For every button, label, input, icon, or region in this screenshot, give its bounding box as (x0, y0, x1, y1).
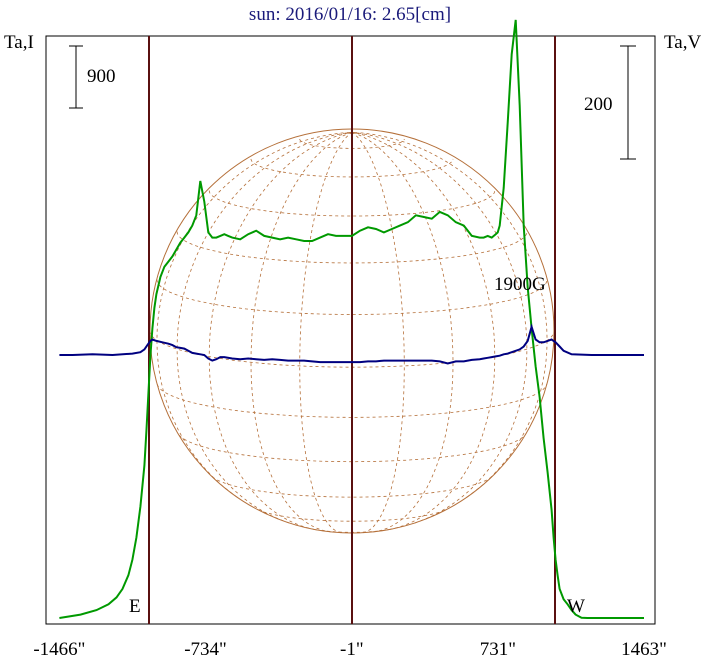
left-axis-label: Ta,I (4, 32, 34, 53)
disk-grid-line (250, 158, 454, 178)
x-tick-label: 1463" (621, 639, 667, 660)
x-tick-label: -1466" (33, 639, 85, 660)
disk-grid-line (250, 131, 353, 533)
disk-grid-line (208, 131, 353, 530)
left-scale-label: 900 (87, 66, 116, 87)
disk-grid-line (351, 131, 405, 534)
disk-grid-line (156, 279, 548, 315)
right-axis-label: Ta,V (664, 32, 701, 53)
disk-grid-line (257, 509, 447, 522)
disk-grid-line (351, 131, 528, 524)
east-label: E (129, 596, 141, 617)
left-scale-bar (69, 45, 83, 109)
intensity-series-line (59, 19, 644, 619)
disk-grid-line (351, 131, 496, 530)
x-tick-label: 731" (480, 639, 516, 660)
disk-grid-line (156, 384, 548, 418)
right-scale-bar (620, 45, 636, 160)
x-axis-ticks: -1466" -734" -1" 731" 1463" (33, 639, 667, 660)
disk-grid-line (351, 131, 548, 498)
x-tick-label: -734" (184, 639, 227, 660)
west-label: W (567, 596, 585, 617)
chart-title: sun: 2016/01/16: 2.65[cm] (249, 4, 451, 25)
disk-grid-line (208, 190, 496, 217)
x-tick-label: -1" (340, 639, 364, 660)
disk-grid-line (176, 131, 353, 524)
disk-grid-line (351, 131, 454, 533)
right-scale-label: 200 (584, 94, 613, 115)
polarization-series-line (59, 323, 644, 365)
disk-grid-line (156, 131, 353, 498)
field-strength-annotation: 1900G (494, 274, 546, 295)
plot-frame (45, 35, 656, 625)
disk-grid-line (299, 131, 353, 534)
